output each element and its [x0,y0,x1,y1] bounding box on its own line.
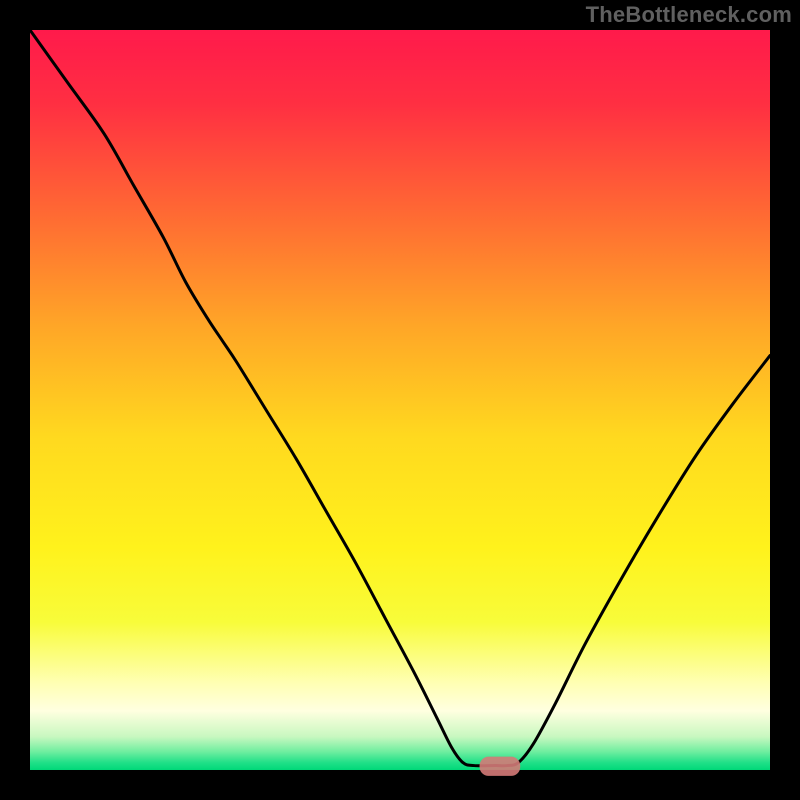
gradient-background [30,30,770,770]
optimal-point-marker [480,757,521,776]
watermark-text: TheBottleneck.com [586,2,792,28]
chart-root: TheBottleneck.com [0,0,800,800]
bottleneck-curve-chart [0,0,800,800]
